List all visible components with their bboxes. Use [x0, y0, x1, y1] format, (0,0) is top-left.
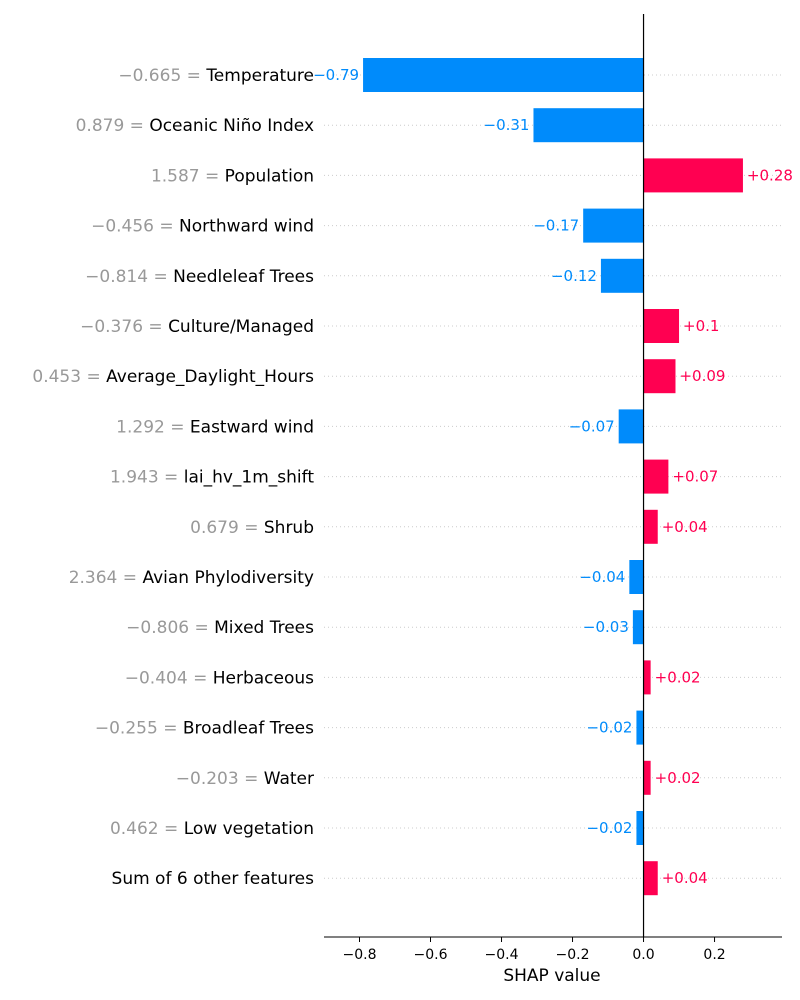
y-tick-label: 2.364 = Avian Phylodiversity: [69, 568, 314, 588]
feature-name: Population: [225, 166, 314, 186]
feature-value: 2.364 =: [69, 568, 143, 588]
bar: [643, 861, 658, 896]
bar-value-label: −0.17: [533, 217, 579, 235]
bar-value-label: +0.28: [747, 166, 793, 184]
feature-value: −0.665 =: [118, 66, 206, 86]
bar: [618, 409, 644, 444]
feature-value: −0.203 =: [176, 769, 264, 789]
y-tick-label: 0.679 = Shrub: [190, 518, 314, 538]
bar-value-label: +0.04: [662, 869, 708, 887]
feature-name: Eastward wind: [190, 417, 314, 437]
bar: [643, 158, 743, 193]
bar: [363, 58, 644, 92]
y-tick-label: 1.943 = lai_hv_1m_shift: [110, 468, 314, 488]
feature-value: −0.456 =: [91, 217, 179, 237]
feature-value: −0.814 =: [85, 267, 173, 287]
x-tick-label: 0.0: [632, 947, 654, 963]
x-tick-label: −0.2: [556, 947, 590, 963]
bar-value-label: −0.12: [551, 267, 597, 285]
bar-value-label: −0.07: [569, 417, 615, 435]
y-tick-label: 1.292 = Eastward wind: [116, 417, 314, 437]
feature-value: 0.453 =: [32, 367, 106, 387]
feature-name: Avian Phylodiversity: [142, 568, 314, 588]
bar-value-label: −0.79: [313, 66, 359, 84]
feature-name: Sum of 6 other features: [112, 869, 315, 889]
feature-value: −0.806 =: [126, 618, 214, 638]
feature-value: 1.943 =: [110, 468, 184, 488]
bar: [629, 560, 644, 594]
feature-name: Low vegetation: [184, 819, 314, 839]
feature-value: 1.292 =: [116, 417, 190, 437]
feature-name: lai_hv_1m_shift: [184, 468, 315, 488]
bar: [533, 108, 644, 143]
feature-value: 0.462 =: [110, 819, 184, 839]
feature-name: Average_Daylight_Hours: [106, 367, 314, 387]
bar: [643, 509, 658, 544]
y-tick-label: −0.806 = Mixed Trees: [126, 618, 314, 638]
feature-value: −0.404 =: [125, 668, 213, 688]
bar-value-label: +0.1: [683, 317, 719, 335]
x-axis-title: SHAP value: [503, 966, 600, 986]
feature-value: −0.376 =: [80, 317, 168, 337]
bar: [643, 459, 669, 494]
feature-name: Shrub: [264, 518, 314, 538]
x-tick-label: −0.6: [414, 947, 448, 963]
bar-value-label: +0.02: [655, 769, 701, 787]
bar-layer: [363, 58, 743, 896]
bar-value-label: −0.02: [586, 819, 632, 837]
bar: [643, 760, 651, 795]
feature-name: Needleleaf Trees: [173, 267, 314, 287]
bar: [636, 710, 644, 745]
bar: [583, 208, 644, 243]
x-tick-label: −0.4: [485, 947, 519, 963]
y-tick-label: 0.879 = Oceanic Niño Index: [76, 116, 314, 136]
bar-value-label: −0.03: [583, 618, 629, 636]
bar: [632, 610, 644, 645]
bar: [600, 258, 644, 293]
x-tick-label: −0.8: [343, 947, 377, 963]
y-tick-label: −0.456 = Northward wind: [91, 217, 314, 237]
y-tick-label: −0.255 = Broadleaf Trees: [95, 719, 314, 739]
bar: [643, 309, 680, 343]
bar-value-label: −0.02: [586, 719, 632, 737]
x-axis: −0.8 −0.6 −0.4 −0.2 0.0 0.2: [324, 14, 782, 963]
feature-name: Herbaceous: [213, 668, 314, 688]
y-tick-label: −0.665 = Temperature: [118, 66, 314, 86]
y-tick-label: 1.587 = Population: [151, 166, 314, 186]
bar-value-label: +0.04: [662, 518, 708, 536]
y-tick-label: −0.814 = Needleleaf Trees: [85, 267, 314, 287]
label-layer: −0.79−0.665 = Temperature−0.310.879 = Oc…: [32, 66, 793, 889]
y-tick-label: Sum of 6 other features: [112, 869, 315, 889]
y-tick-label: 0.462 = Low vegetation: [110, 819, 314, 839]
bar: [643, 660, 651, 695]
feature-value: 0.879 =: [76, 116, 150, 136]
feature-name: Broadleaf Trees: [183, 719, 314, 739]
bar-value-label: −0.04: [579, 568, 625, 586]
feature-name: Temperature: [205, 66, 314, 86]
y-tick-label: −0.404 = Herbaceous: [125, 668, 314, 688]
y-tick-label: −0.376 = Culture/Managed: [80, 317, 314, 337]
bar-value-label: +0.09: [679, 367, 725, 385]
feature-name: Water: [264, 769, 314, 789]
feature-name: Oceanic Niño Index: [149, 116, 314, 136]
bar-value-label: −0.31: [484, 116, 530, 134]
feature-value: −0.255 =: [95, 719, 183, 739]
bar-value-label: +0.02: [655, 668, 701, 686]
bar-value-label: +0.07: [672, 468, 718, 486]
feature-name: Northward wind: [179, 217, 314, 237]
bar: [636, 811, 644, 845]
x-tick-label: 0.2: [703, 947, 725, 963]
y-tick-label: 0.453 = Average_Daylight_Hours: [32, 367, 314, 387]
y-tick-label: −0.203 = Water: [176, 769, 314, 789]
bar: [643, 359, 676, 394]
feature-name: Mixed Trees: [214, 618, 314, 638]
feature-value: 0.679 =: [190, 518, 264, 538]
feature-name: Culture/Managed: [168, 317, 314, 337]
feature-value: 1.587 =: [151, 166, 225, 186]
